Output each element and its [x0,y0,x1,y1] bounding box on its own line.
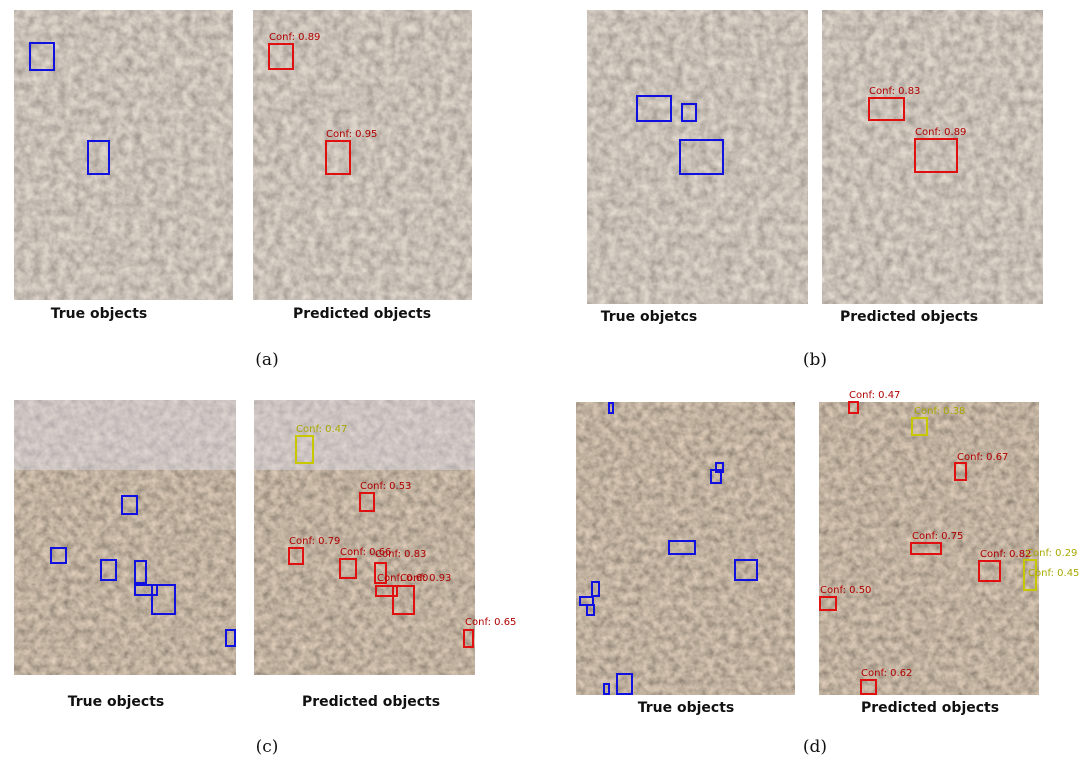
confidence-label: Conf: 0.93 [400,573,451,584]
confidence-label: Conf: 0.60 [377,573,428,584]
true-box [636,95,672,122]
predicted-box [954,462,967,481]
true-box [586,604,595,616]
true-caption: True objetcs [601,309,698,325]
true-box [734,559,758,581]
confidence-label: Conf: 0.83 [375,549,426,560]
predicted-box [392,585,415,615]
predicted-box [288,547,304,565]
true-box [134,560,147,584]
predicted-box [1023,559,1037,591]
true-box [681,103,697,122]
confidence-label: Conf: 0.29 [1026,548,1077,559]
true-image [14,10,233,300]
true-image [576,402,795,695]
confidence-label: Conf: 0.83 [869,86,920,97]
true-box [87,140,110,175]
confidence-label: Conf: 0.47 [296,424,347,435]
true-box [134,584,158,596]
predicted-image [819,402,1039,695]
light-region [14,400,236,470]
true-box [591,581,600,597]
confidence-label: Conf: 0.67 [957,452,1008,463]
confidence-label: Conf: 0.95 [326,129,377,140]
panel-label: (b) [803,350,827,370]
true-caption: True objects [638,700,735,716]
true-box [225,629,236,647]
true-box [616,673,633,695]
true-box [50,547,67,564]
predicted-caption: Predicted objects [302,694,440,710]
predicted-caption: Predicted objects [840,309,978,325]
panel-label: (a) [255,350,278,370]
predicted-caption: Predicted objects [861,700,999,716]
predicted-box [868,97,905,121]
confidence-label: Conf: 0.66 [340,547,391,558]
predicted-box [325,140,351,175]
true-box [29,42,55,71]
predicted-image [822,10,1043,304]
true-caption: True objects [68,694,165,710]
light-region [254,400,475,470]
true-box [151,584,176,615]
true-image [14,400,236,675]
predicted-box [374,562,387,584]
predicted-box [911,417,928,436]
confidence-label: Conf: 0.79 [289,536,340,547]
confidence-label: Conf: 0.50 [820,585,871,596]
predicted-box [914,138,958,173]
predicted-box [339,558,357,579]
true-image [587,10,808,304]
predicted-box [359,492,375,512]
predicted-box [860,679,877,695]
true-box [668,540,696,555]
confidence-label: Conf: 0.89 [915,127,966,138]
predicted-image [254,400,475,675]
predicted-image [253,10,472,300]
predicted-box [819,596,837,611]
confidence-label: Conf: 0.89 [269,32,320,43]
predicted-box [848,401,859,414]
confidence-label: Conf: 0.75 [912,531,963,542]
true-box [603,683,610,695]
predicted-box [375,585,398,597]
predicted-caption: Predicted objects [293,306,431,322]
confidence-label: Conf: 0.38 [914,406,965,417]
confidence-label: Conf: 0.62 [861,668,912,679]
confidence-label: Conf: 0.53 [360,481,411,492]
confidence-label: Conf: 0.65 [465,617,516,628]
true-box [679,139,724,175]
true-box [100,559,117,581]
predicted-box [463,629,474,648]
true-box [715,462,724,473]
predicted-box [268,43,294,70]
panel-label: (d) [803,737,827,757]
confidence-label: Conf: 0.82 [980,549,1031,560]
predicted-box [910,542,942,555]
true-box [608,402,614,414]
predicted-box [978,560,1001,582]
panel-label: (c) [256,737,279,757]
predicted-box [295,435,314,464]
true-caption: True objects [51,306,148,322]
true-box [121,495,138,515]
confidence-label: Conf: 0.45 [1028,568,1079,579]
confidence-label: Conf: 0.47 [849,390,900,401]
